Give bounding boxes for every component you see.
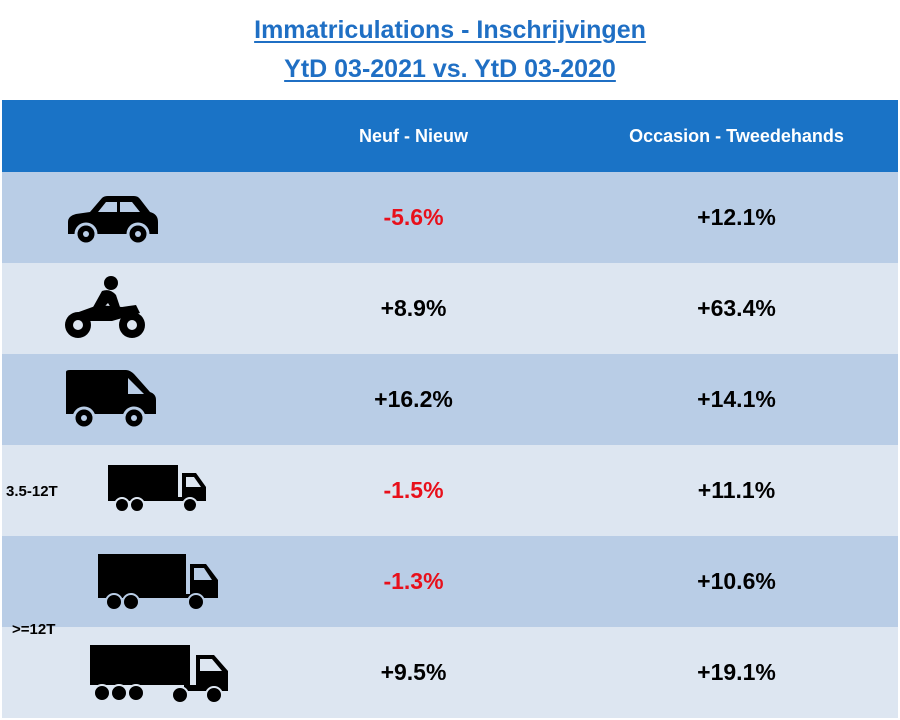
vehicle-cell (2, 627, 252, 718)
used-value: +10.6% (575, 536, 898, 627)
truck-icon (98, 554, 218, 611)
chart-title: Immatriculations - Inschrijvingen (254, 16, 646, 44)
new-value: +9.5% (252, 627, 575, 718)
used-value: +12.1% (575, 172, 898, 263)
header-vehicle (2, 100, 252, 172)
header-new: Neuf - Nieuw (252, 100, 575, 172)
vehicle-cell (2, 354, 252, 445)
table-row: -1.3% +10.6% (2, 536, 898, 627)
title-block: Immatriculations - Inschrijvingen YtD 03… (0, 0, 900, 100)
vehicle-cell (2, 263, 252, 354)
used-value: +63.4% (575, 263, 898, 354)
new-value: -1.3% (252, 536, 575, 627)
table-row: 3.5-12T -1.5% +11.1% (2, 445, 898, 536)
new-value: -5.6% (252, 172, 575, 263)
motorcycle-icon (65, 276, 145, 338)
small-truck-icon (108, 465, 206, 513)
new-value: +16.2% (252, 354, 575, 445)
new-value: -1.5% (252, 445, 575, 536)
used-value: +19.1% (575, 627, 898, 718)
vehicle-cell (2, 536, 252, 627)
table-row: +16.2% +14.1% (2, 354, 898, 445)
header-row: Neuf - Nieuw Occasion - Tweedehands (2, 100, 898, 172)
category-label-heavy: >=12T (12, 621, 56, 638)
table-row: -5.6% +12.1% (2, 172, 898, 263)
registrations-table: Neuf - Nieuw Occasion - Tweedehands -5.6… (2, 100, 898, 718)
used-value: +14.1% (575, 354, 898, 445)
new-value: +8.9% (252, 263, 575, 354)
header-used: Occasion - Tweedehands (575, 100, 898, 172)
semi-truck-icon (90, 645, 228, 704)
table-row: +8.9% +63.4% (2, 263, 898, 354)
table-row: +9.5% +19.1% (2, 627, 898, 718)
chart-subtitle: YtD 03-2021 vs. YtD 03-2020 (284, 55, 616, 83)
category-label: 3.5-12T (6, 483, 58, 500)
used-value: +11.1% (575, 445, 898, 536)
vehicle-cell: 3.5-12T (2, 445, 252, 536)
van-icon (66, 370, 156, 430)
car-icon (68, 196, 158, 246)
vehicle-cell (2, 172, 252, 263)
